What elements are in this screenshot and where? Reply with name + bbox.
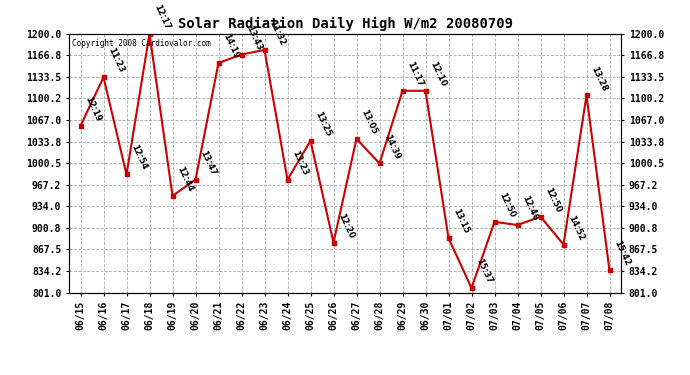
Text: 11:23: 11:23	[106, 46, 126, 74]
Text: 11:32: 11:32	[267, 19, 287, 47]
Text: 12:50: 12:50	[497, 191, 517, 219]
Text: 13:47: 13:47	[198, 149, 217, 177]
Title: Solar Radiation Daily High W/m2 20080709: Solar Radiation Daily High W/m2 20080709	[177, 17, 513, 31]
Text: 14:19: 14:19	[221, 32, 241, 60]
Text: 13:15: 13:15	[451, 207, 471, 235]
Text: 13:23: 13:23	[290, 149, 310, 177]
Text: 12:50: 12:50	[543, 186, 563, 214]
Text: 13:25: 13:25	[313, 110, 333, 138]
Text: 15:42: 15:42	[612, 240, 632, 268]
Text: 12:20: 12:20	[336, 212, 356, 240]
Text: 15:37: 15:37	[474, 257, 493, 285]
Text: 13:28: 13:28	[589, 64, 609, 93]
Text: 12:17: 12:17	[152, 3, 172, 31]
Text: 12:10: 12:10	[428, 60, 448, 88]
Text: 13:43: 13:43	[244, 24, 264, 52]
Text: Copyright 2008 Cardiovalor.com: Copyright 2008 Cardiovalor.com	[72, 39, 210, 48]
Text: 14:52: 14:52	[566, 214, 586, 242]
Text: 12:19: 12:19	[83, 95, 103, 123]
Text: 12:44: 12:44	[175, 165, 195, 193]
Text: 13:05: 13:05	[359, 108, 379, 136]
Text: 14:39: 14:39	[382, 133, 402, 160]
Text: 11:17: 11:17	[405, 60, 425, 88]
Text: 12:46: 12:46	[520, 194, 540, 222]
Text: 12:54: 12:54	[129, 144, 149, 172]
